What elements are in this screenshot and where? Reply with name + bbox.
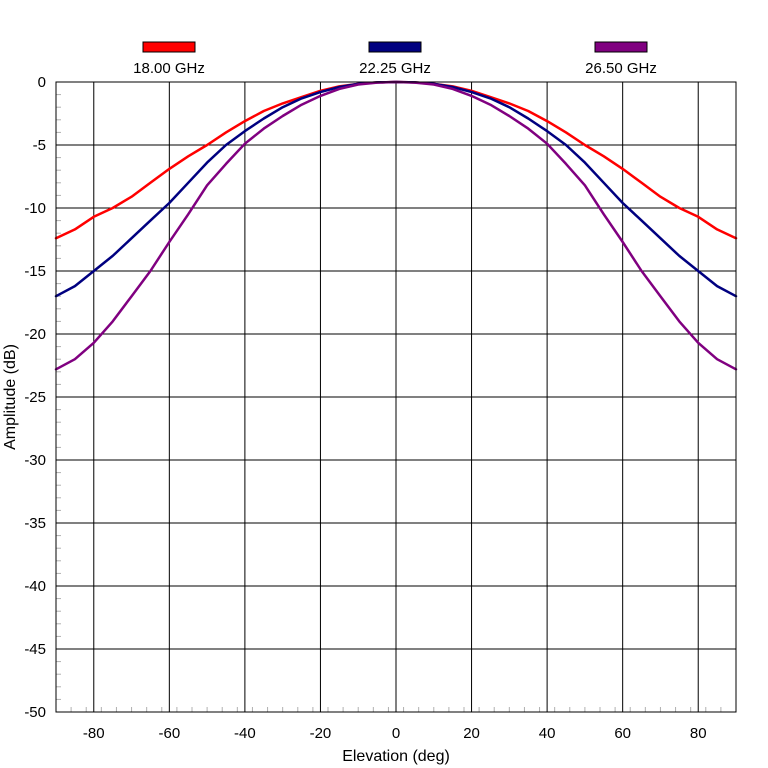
y-tick-label: -15	[24, 263, 46, 280]
x-tick-label: 40	[539, 725, 556, 742]
x-tick-label: -60	[158, 725, 180, 742]
y-axis-title: Amplitude (dB)	[2, 344, 19, 450]
x-tick-label: 20	[463, 725, 480, 742]
grid	[56, 81, 736, 713]
x-tick-label: -20	[310, 725, 332, 742]
legend-label: 22.25 GHz	[359, 60, 431, 77]
y-tick-label: -25	[24, 389, 46, 406]
y-tick-label: -35	[24, 515, 46, 532]
x-tick-label: -80	[83, 725, 105, 742]
x-tick-label: 0	[392, 725, 400, 742]
legend-swatch	[594, 41, 648, 53]
y-tick-label: -20	[24, 326, 46, 343]
legend: 18.00 GHz 22.25 GHz 26.50 GHz	[133, 41, 657, 77]
x-tick-label: 80	[690, 725, 707, 742]
y-tick-label: -40	[24, 578, 46, 595]
x-tick-labels: -80 -60 -40 -20 0 20 40 60 80	[83, 725, 707, 742]
y-tick-label: -45	[24, 641, 46, 658]
legend-swatch	[368, 41, 422, 53]
y-tick-label: -10	[24, 200, 46, 217]
y-tick-label: 0	[38, 74, 46, 91]
y-tick-label: -30	[24, 452, 46, 469]
y-tick-label: -50	[24, 704, 46, 721]
legend-label: 18.00 GHz	[133, 60, 205, 77]
legend-swatch	[142, 41, 196, 53]
x-tick-label: -40	[234, 725, 256, 742]
x-tick-label: 60	[614, 725, 631, 742]
y-tick-labels: 0 -5 -10 -15 -20 -25 -30 -35 -40 -45 -50	[24, 74, 46, 721]
x-axis-title: Elevation (deg)	[342, 748, 450, 765]
y-tick-label: -5	[33, 137, 46, 154]
plot-frame	[55, 81, 737, 713]
legend-label: 26.50 GHz	[585, 60, 657, 77]
